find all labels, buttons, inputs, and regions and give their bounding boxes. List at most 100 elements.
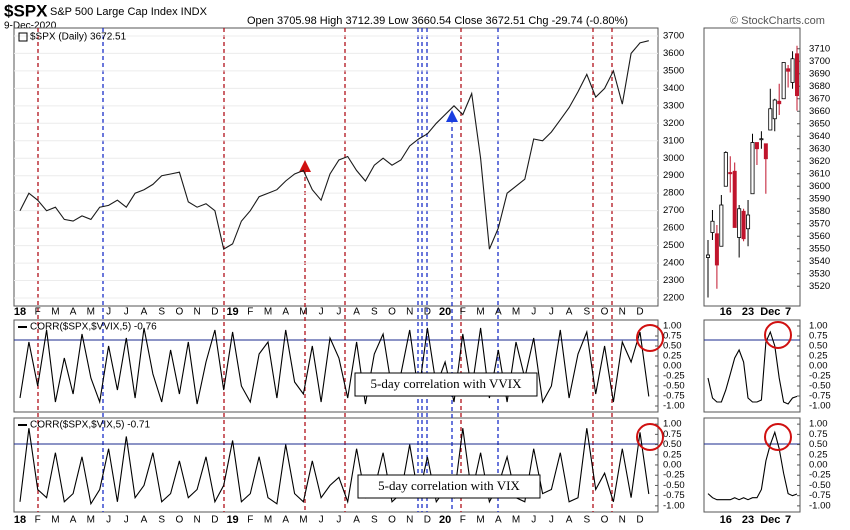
x-tick-label: A [141,515,148,526]
x-tick-label: M [264,307,272,318]
x-tick-label: O [601,307,609,318]
y-tick-label: 3300 [663,100,684,111]
x-tick-label: S [158,515,165,526]
annotation: 5-day correlation with VIX [378,478,520,493]
y-tick-label: 0.50 [809,439,828,450]
candle-body [732,170,737,228]
y-tick-label: 3590 [809,193,830,204]
vix-panel [13,417,659,513]
y-tick-label: 0.00 [809,361,828,372]
x-tick-label: 7 [785,514,791,526]
y-tick-label: -0.50 [809,480,831,491]
x-tick-label: S [584,515,591,526]
y-tick-label: 3600 [663,48,684,59]
y-tick-label: 0.25 [809,351,828,362]
credit: © StockCharts.com [730,15,825,27]
plots: 2200 2300 2400 2500 2600 2700 2800 2900 3000 3100… [14,30,831,525]
y-tick-label: 2200 [663,293,684,304]
candle-body [786,68,791,72]
y-tick-label: 0.00 [809,460,828,471]
x-tick-label: D [424,515,431,526]
x-tick-label: D [211,307,218,318]
x-tick-label: D [424,307,431,318]
y-tick-label: -0.50 [809,381,831,392]
x-tick-label: O [388,307,396,318]
x-tick-label: N [406,307,413,318]
x-tick-label: A [282,307,289,318]
x-tick-label: A [282,515,289,526]
x-tick-label: 20 [439,514,451,526]
x-tick-label: 18 [14,306,26,318]
candle-body [763,143,768,160]
y-tick-label: 3000 [663,153,684,164]
x-tick-label: 19 [226,306,238,318]
x-tick-label: 20 [439,306,451,318]
candle-body [741,210,746,240]
y-tick-label: 3710 [809,43,830,54]
candle-body [737,208,742,238]
candle-body [719,204,724,247]
candle-body [710,220,715,233]
candle-body [746,214,751,230]
x-tick-label: F [247,515,253,526]
legend-icon [18,32,28,42]
y-tick-label: 3700 [809,56,830,67]
annotation-box [354,372,538,397]
candle-body [772,99,777,120]
x-tick-label: 18 [14,514,26,526]
date-label: 9-Dec-2020 [4,21,57,32]
y-tick-label: -0.50 [663,480,685,491]
x-tick-label: N [194,307,201,318]
y-tick-label: 0.50 [663,341,682,352]
data-line [19,327,650,405]
x-tick-label: F [460,515,466,526]
x-tick-label: A [353,515,360,526]
y-tick-label: 3680 [809,81,830,92]
y-tick-label: 0.75 [809,331,828,342]
y-tick-label: 3630 [809,143,830,154]
price-legend: $SPX (Daily) 3672.51 [30,32,127,43]
y-tick-label: 1.00 [663,321,682,332]
y-tick-label: 3580 [809,206,830,217]
data-line [19,428,650,506]
y-tick-label: 3550 [809,243,830,254]
candle-body [728,172,733,175]
y-tick-label: 0.75 [663,429,682,440]
candle-body [706,254,711,258]
y-tick-label: 0.50 [809,341,828,352]
y-tick-label: -0.75 [809,391,831,402]
vvix-legend: CORR($SPX,$VVIX,5) -0.76 [30,322,157,333]
x-tick-label: M [299,307,307,318]
x-tick-label: J [336,307,341,318]
x-tick-label: A [353,307,360,318]
x-tick-label: J [106,515,111,526]
y-tick-label: 0.25 [809,449,828,460]
x-tick-label: J [124,515,129,526]
ohlc-label: Open 3705.98 High 3712.39 Low 3660.54 Cl… [247,15,628,27]
x-tick-label: N [619,515,626,526]
x-tick-label: A [495,515,502,526]
x-tick-label: 23 [742,306,754,318]
x-tick-label: M [512,307,520,318]
candle-body [754,142,759,150]
y-tick-label: 0.75 [809,429,828,440]
x-tick-label: M [299,515,307,526]
candle-body [759,138,764,141]
y-tick-label: 3570 [809,218,830,229]
y-tick-label: 0.75 [663,331,682,342]
x-tick-label: 19 [226,514,238,526]
x-tick-label: M [87,515,95,526]
candle-body [795,53,800,97]
candle-body [714,233,719,266]
x-tick-label: A [70,307,77,318]
y-tick-label: 3100 [663,135,684,146]
x-tick-label: J [106,307,111,318]
x-tick-label: D [636,515,643,526]
y-tick-label: -0.25 [809,371,831,382]
x-tick-label: J [549,307,554,318]
y-tick-label: 2900 [663,170,684,181]
event-lines [37,28,613,512]
x-tick-label: J [319,515,324,526]
x-tick-label: M [476,307,484,318]
y-tick-label: 3670 [809,93,830,104]
